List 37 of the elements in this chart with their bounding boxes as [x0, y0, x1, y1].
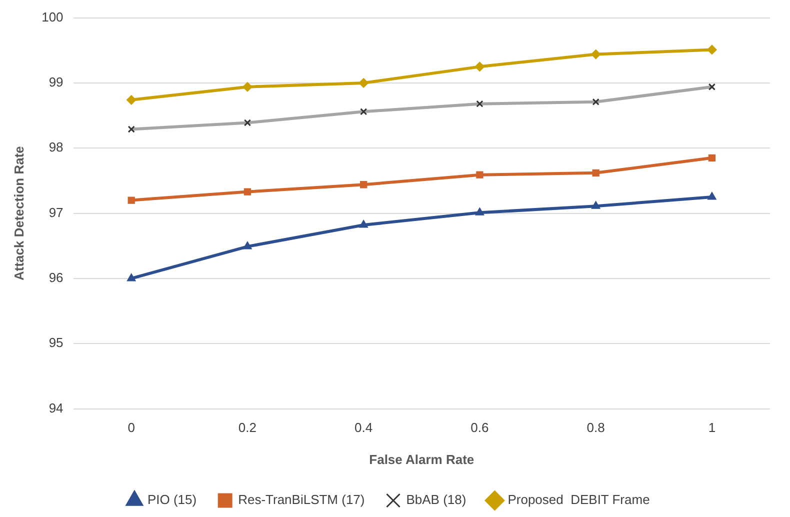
x-tick-label: 0: [128, 420, 135, 436]
y-tick-label: 97: [48, 204, 64, 220]
legend-label: Proposed DEBIT Frame: [508, 492, 650, 508]
point: [708, 192, 716, 200]
point: [359, 220, 368, 228]
point: [476, 171, 484, 178]
point: [474, 62, 484, 72]
point: [592, 169, 600, 176]
legend-label: BbAB (18): [406, 492, 466, 508]
legend-label: PIO (15): [147, 492, 197, 508]
point: [592, 201, 600, 209]
point: [128, 196, 135, 204]
point: [126, 95, 136, 105]
point: [708, 154, 716, 162]
point: [707, 44, 717, 54]
point: [127, 274, 136, 282]
point: [475, 208, 484, 216]
y-axis-title: Attack Detection Rate: [11, 146, 26, 280]
point: [244, 188, 252, 196]
y-tick-label: 95: [48, 335, 64, 350]
y-tick-label: 98: [48, 140, 64, 155]
x-tick-label: 0.2: [238, 420, 257, 436]
x-axis-title: False Alarm Rate: [369, 452, 474, 467]
x-tick-label: 0.4: [354, 420, 373, 436]
y-tick-label: 100: [42, 9, 64, 24]
x-tick-label: 0.6: [470, 420, 489, 436]
y-tick-label: 96: [48, 270, 64, 286]
point: [591, 50, 601, 60]
y-tick-label: 99: [48, 74, 64, 90]
point: [360, 181, 368, 188]
y-tick-label: 94: [48, 400, 64, 416]
x-tick-label: 1: [708, 420, 716, 436]
x-tick-label: 0.8: [586, 420, 605, 436]
point: [358, 78, 368, 88]
point: [242, 82, 252, 92]
point: [243, 242, 252, 250]
legend-label: Res-TranBiLSTM (17): [238, 492, 365, 508]
